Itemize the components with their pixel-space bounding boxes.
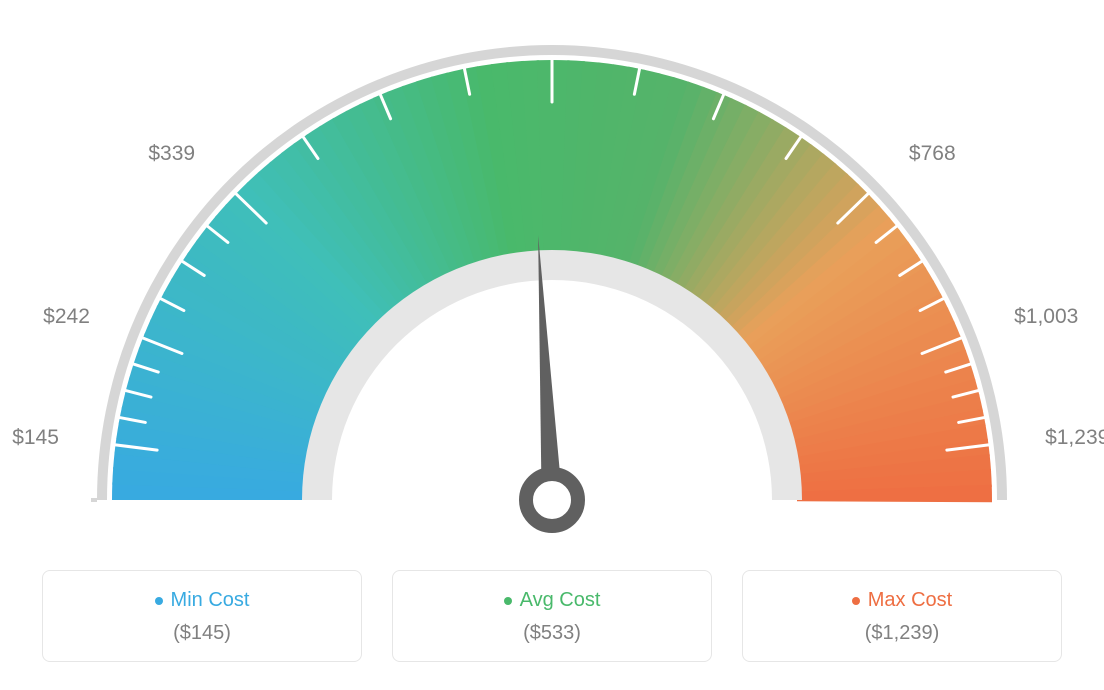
legend-title-text: Max Cost [868,589,952,612]
scale-label: $242 [20,305,90,329]
legend-row: Min Cost ($145) Avg Cost ($533) Max Cost… [0,570,1104,662]
legend-title-text: Avg Cost [520,589,601,612]
legend-title-min: Min Cost [53,589,351,612]
scale-label: $1,003 [1014,305,1078,329]
legend-value-avg: ($533) [403,622,701,645]
dot-icon [155,597,163,605]
legend-card-min: Min Cost ($145) [42,570,362,662]
scale-label: $533 [517,0,587,3]
legend-card-avg: Avg Cost ($533) [392,570,712,662]
legend-title-avg: Avg Cost [403,589,701,612]
dot-icon [852,597,860,605]
scale-label: $1,239 [1045,426,1104,450]
legend-title-max: Max Cost [753,589,1051,612]
scale-label: $768 [909,142,956,166]
scale-label: $339 [125,142,195,166]
gauge-svg [0,0,1104,560]
legend-value-min: ($145) [53,622,351,645]
legend-title-text: Min Cost [171,589,250,612]
legend-card-max: Max Cost ($1,239) [742,570,1062,662]
gauge-chart: $145 $242 $339 $533 $768 $1,003 $1,239 [0,0,1104,560]
dot-icon [504,597,512,605]
scale-label: $145 [0,426,59,450]
legend-value-max: ($1,239) [753,622,1051,645]
